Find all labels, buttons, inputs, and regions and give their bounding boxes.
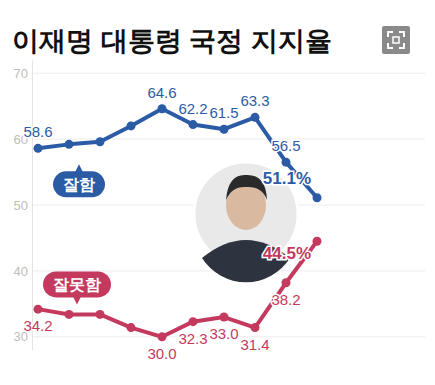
point	[96, 310, 105, 319]
point	[65, 140, 74, 149]
point	[251, 113, 260, 122]
data-label: 34.2	[23, 317, 52, 334]
point	[282, 158, 291, 167]
data-label: 32.3	[178, 330, 207, 347]
data-label: 30.0	[147, 345, 176, 362]
point	[282, 278, 291, 287]
data-label: 63.3	[240, 92, 269, 109]
series-line	[38, 241, 317, 337]
y-tick-label: 70	[14, 66, 28, 81]
legend-pill	[53, 171, 105, 197]
y-tick-label: 50	[14, 198, 28, 213]
y-axis-line	[32, 61, 33, 351]
labels: 58.664.662.261.563.356.551.1%잘함34.230.03…	[23, 84, 311, 362]
chart: 이재명 대통령 국정 지지율304050607058.664.662.261.5…	[0, 0, 435, 385]
point	[158, 104, 167, 113]
y-tick-label: 40	[14, 264, 28, 279]
legend-item: 잘못함	[43, 271, 111, 304]
point	[127, 323, 136, 332]
data-label: 56.5	[271, 137, 300, 154]
legend-pointer	[75, 164, 83, 172]
point	[189, 317, 198, 326]
point	[313, 237, 322, 246]
y-tick: 50	[14, 198, 32, 213]
point	[220, 313, 229, 322]
legend-pointer	[73, 296, 81, 304]
data-label: 58.6	[23, 123, 52, 140]
legend-item: 잘함	[53, 164, 105, 197]
y-tick: 40	[14, 264, 32, 279]
point	[34, 144, 43, 153]
data-label: 33.0	[209, 325, 238, 342]
expand-icon-center[interactable]	[393, 37, 399, 43]
point	[251, 323, 260, 332]
plot-area	[34, 104, 322, 341]
point	[96, 137, 105, 146]
legend-label: 잘못함	[53, 276, 101, 293]
grid	[32, 73, 425, 337]
legend-pill	[43, 271, 111, 297]
y-tick: 70	[14, 66, 32, 81]
data-label: 64.6	[147, 84, 176, 101]
point	[313, 193, 322, 202]
legend-label: 잘함	[63, 176, 95, 193]
y-axis: 3040506070	[14, 61, 33, 351]
expand-icon[interactable]	[382, 26, 410, 54]
point	[158, 332, 167, 341]
point	[127, 121, 136, 130]
point	[189, 120, 198, 129]
grid-line	[32, 139, 425, 140]
point	[34, 305, 43, 314]
data-label: 62.2	[178, 100, 207, 117]
expand-icon-bg[interactable]	[382, 26, 410, 54]
point	[220, 125, 229, 134]
series-line	[38, 109, 317, 198]
grid-line	[32, 73, 425, 74]
point	[65, 310, 74, 319]
data-label: 31.4	[240, 336, 269, 353]
title: 이재명 대통령 국정 지지율	[12, 26, 332, 56]
data-label: 44.5%	[263, 244, 311, 263]
portrait-hair	[226, 175, 267, 200]
data-label: 51.1%	[263, 169, 311, 188]
data-label: 38.2	[271, 291, 300, 308]
data-label: 61.5	[209, 104, 238, 121]
